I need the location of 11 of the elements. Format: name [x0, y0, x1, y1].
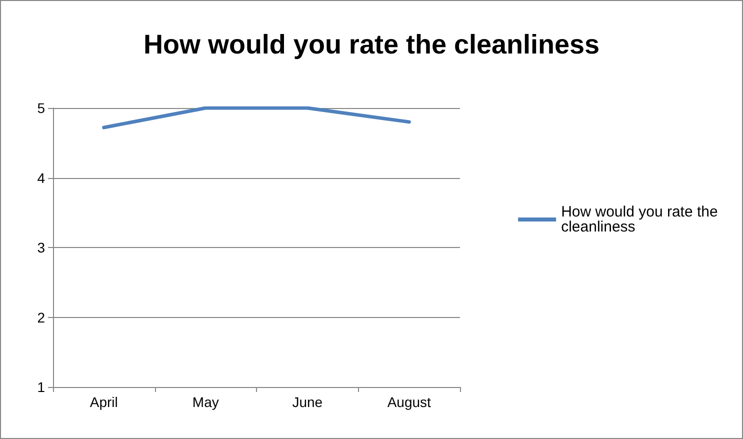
y-tick-label: 4: [37, 170, 46, 186]
x-tick-label: June: [292, 394, 323, 410]
y-tick-label: 1: [37, 379, 46, 395]
legend-label: How would you rate the cleanliness: [561, 204, 722, 236]
chart-title: How would you rate the cleanliness: [143, 30, 600, 60]
y-tick-label: 5: [37, 100, 46, 116]
x-tick-label: August: [387, 394, 432, 410]
y-tick-label: 3: [37, 240, 46, 256]
x-tick-label: May: [192, 394, 219, 410]
y-tick-label: 2: [37, 309, 46, 326]
x-tick-label: April: [90, 394, 118, 410]
